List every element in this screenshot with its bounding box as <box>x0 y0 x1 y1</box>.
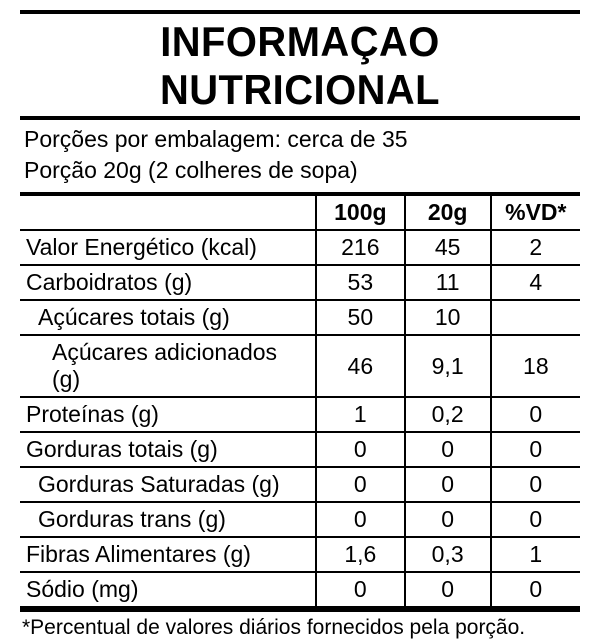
value-per-20g: 11 <box>405 265 491 300</box>
value-vd: 1 <box>491 537 580 572</box>
value-per-100g: 0 <box>316 467 405 502</box>
table-row: Gorduras totais (g)000 <box>20 432 580 467</box>
table-row: Açúcares adicionados (g)469,118 <box>20 335 580 397</box>
table-row: Carboidratos (g)53114 <box>20 265 580 300</box>
value-vd <box>491 300 580 335</box>
value-per-100g: 1 <box>316 397 405 432</box>
table-row: Proteínas (g)10,20 <box>20 397 580 432</box>
value-per-20g: 0 <box>405 467 491 502</box>
value-per-100g: 1,6 <box>316 537 405 572</box>
nutrient-label: Açúcares adicionados (g) <box>20 335 316 397</box>
value-per-20g: 0 <box>405 572 491 607</box>
value-per-20g: 0,3 <box>405 537 491 572</box>
nutrient-label: Gorduras Saturadas (g) <box>20 467 316 502</box>
nutrient-label: Gorduras trans (g) <box>20 502 316 537</box>
value-per-100g: 53 <box>316 265 405 300</box>
nutrient-label: Sódio (mg) <box>20 572 316 607</box>
value-vd: 0 <box>491 467 580 502</box>
nutrient-label: Açúcares totais (g) <box>20 300 316 335</box>
value-per-20g: 9,1 <box>405 335 491 397</box>
nutrition-facts-panel: INFORMAÇAO NUTRICIONAL Porções por embal… <box>20 10 580 640</box>
header-vd: %VD* <box>491 196 580 230</box>
value-vd: 18 <box>491 335 580 397</box>
value-vd: 0 <box>491 432 580 467</box>
nutrition-table: 100g 20g %VD* Valor Energético (kcal)216… <box>20 196 580 608</box>
value-per-100g: 50 <box>316 300 405 335</box>
nutrient-label: Fibras Alimentares (g) <box>20 537 316 572</box>
servings-per-package: Porções por embalagem: cerca de 35 <box>24 124 576 155</box>
header-per-100g: 100g <box>316 196 405 230</box>
value-vd: 2 <box>491 230 580 265</box>
table-row: Valor Energético (kcal)216452 <box>20 230 580 265</box>
nutrient-label: Gorduras totais (g) <box>20 432 316 467</box>
header-per-20g: 20g <box>405 196 491 230</box>
value-per-100g: 0 <box>316 502 405 537</box>
table-row: Gorduras trans (g)000 <box>20 502 580 537</box>
panel-title: INFORMAÇAO NUTRICIONAL <box>34 14 566 116</box>
nutrition-rows: Valor Energético (kcal)216452Carboidrato… <box>20 230 580 607</box>
value-per-20g: 0,2 <box>405 397 491 432</box>
serving-size: Porção 20g (2 colheres de sopa) <box>24 155 576 186</box>
value-per-20g: 0 <box>405 432 491 467</box>
header-blank <box>20 196 316 230</box>
nutrient-label: Carboidratos (g) <box>20 265 316 300</box>
value-per-20g: 45 <box>405 230 491 265</box>
nutrient-label: Proteínas (g) <box>20 397 316 432</box>
value-vd: 0 <box>491 502 580 537</box>
value-vd: 0 <box>491 572 580 607</box>
value-per-100g: 0 <box>316 572 405 607</box>
value-per-20g: 0 <box>405 502 491 537</box>
value-per-20g: 10 <box>405 300 491 335</box>
footnote: *Percentual de valores diários fornecido… <box>20 612 580 640</box>
table-row: Açúcares totais (g)5010 <box>20 300 580 335</box>
value-per-100g: 0 <box>316 432 405 467</box>
value-per-100g: 216 <box>316 230 405 265</box>
header-row: 100g 20g %VD* <box>20 196 580 230</box>
value-vd: 0 <box>491 397 580 432</box>
table-row: Gorduras Saturadas (g)000 <box>20 467 580 502</box>
nutrient-label: Valor Energético (kcal) <box>20 230 316 265</box>
table-row: Sódio (mg)000 <box>20 572 580 607</box>
table-row: Fibras Alimentares (g)1,60,31 <box>20 537 580 572</box>
value-per-100g: 46 <box>316 335 405 397</box>
servings-block: Porções por embalagem: cerca de 35 Porçã… <box>20 120 580 192</box>
value-vd: 4 <box>491 265 580 300</box>
